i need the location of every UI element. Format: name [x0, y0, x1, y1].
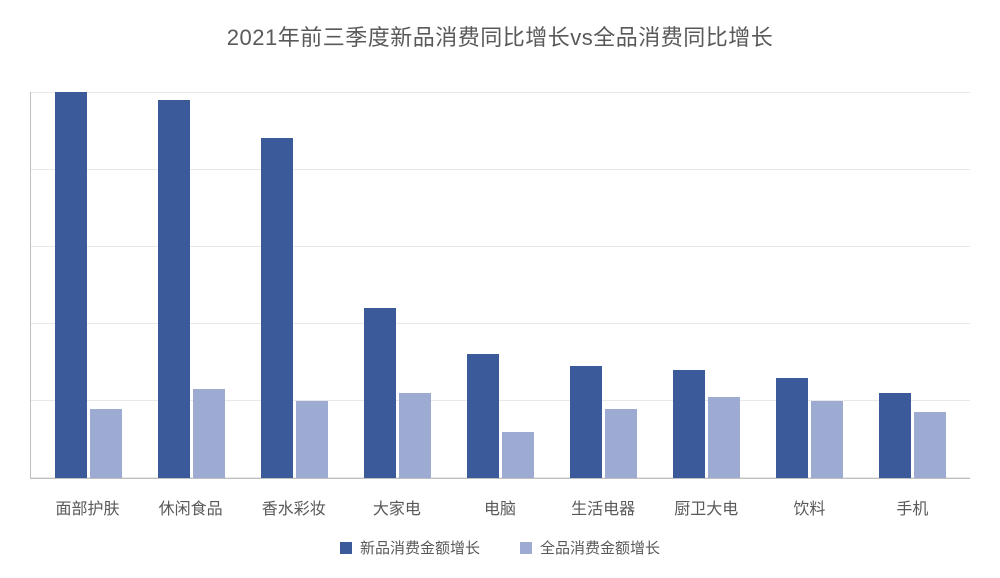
- legend-swatch: [340, 542, 352, 554]
- bar-group: [861, 92, 964, 478]
- bar-group: [655, 92, 758, 478]
- x-axis-label: 电脑: [448, 495, 551, 519]
- legend-label: 全品消费金额增长: [540, 537, 660, 558]
- legend-swatch: [520, 542, 532, 554]
- bar-series-2: [296, 401, 328, 478]
- bar-series-2: [193, 389, 225, 478]
- bar-group: [758, 92, 861, 478]
- bar-series-2: [708, 397, 740, 478]
- bar-group: [140, 92, 243, 478]
- legend-item: 全品消费金额增长: [520, 537, 660, 558]
- bar-series-1: [467, 354, 499, 478]
- bar-group: [346, 92, 449, 478]
- x-axis-label: 面部护肤: [36, 495, 139, 519]
- bar-group: [449, 92, 552, 478]
- bar-series-2: [914, 412, 946, 478]
- bar-series-1: [261, 138, 293, 478]
- bar-series-1: [570, 366, 602, 478]
- x-axis-label: 手机: [861, 495, 964, 519]
- bars-row: [31, 92, 970, 478]
- bar-series-1: [673, 370, 705, 478]
- bar-series-1: [55, 92, 87, 478]
- legend-item: 新品消费金额增长: [340, 537, 480, 558]
- bar-group: [37, 92, 140, 478]
- chart-title: 2021年前三季度新品消费同比增长vs全品消费同比增长: [30, 20, 970, 52]
- plot-area: [30, 92, 970, 479]
- x-axis-label: 休闲食品: [139, 495, 242, 519]
- x-axis-label: 香水彩妆: [242, 495, 345, 519]
- x-axis-label: 厨卫大电: [655, 495, 758, 519]
- chart-container: 2021年前三季度新品消费同比增长vs全品消费同比增长 面部护肤休闲食品香水彩妆…: [0, 0, 1000, 578]
- bar-series-2: [502, 432, 534, 478]
- x-axis-labels: 面部护肤休闲食品香水彩妆大家电电脑生活电器厨卫大电饮料手机: [30, 487, 970, 519]
- bar-series-1: [776, 378, 808, 478]
- bar-group: [243, 92, 346, 478]
- bar-series-1: [879, 393, 911, 478]
- x-axis-label: 大家电: [345, 495, 448, 519]
- bar-group: [552, 92, 655, 478]
- bar-series-2: [90, 409, 122, 478]
- bar-series-1: [158, 100, 190, 478]
- bar-series-2: [399, 393, 431, 478]
- bar-series-2: [605, 409, 637, 478]
- bar-series-2: [811, 401, 843, 478]
- x-axis-label: 生活电器: [552, 495, 655, 519]
- legend-label: 新品消费金额增长: [360, 537, 480, 558]
- legend: 新品消费金额增长 全品消费金额增长: [30, 537, 970, 558]
- x-axis-label: 饮料: [758, 495, 861, 519]
- bar-series-1: [364, 308, 396, 478]
